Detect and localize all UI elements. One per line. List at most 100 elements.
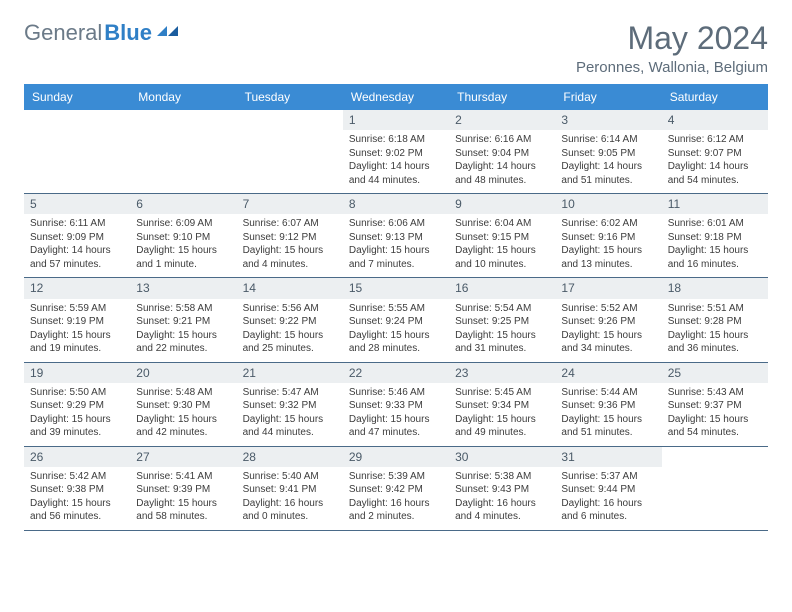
sunrise-text: Sunrise: 5:40 AM <box>243 470 337 484</box>
weekday-header-row: SundayMondayTuesdayWednesdayThursdayFrid… <box>24 84 768 110</box>
day-cell: 22Sunrise: 5:46 AMSunset: 9:33 PMDayligh… <box>343 363 449 446</box>
day-number: 11 <box>662 194 768 214</box>
daylight-text: Daylight: 15 hours and 16 minutes. <box>668 244 762 271</box>
day-cell: 16Sunrise: 5:54 AMSunset: 9:25 PMDayligh… <box>449 278 555 361</box>
day-cell: 19Sunrise: 5:50 AMSunset: 9:29 PMDayligh… <box>24 363 130 446</box>
daylight-text: Daylight: 14 hours and 54 minutes. <box>668 160 762 187</box>
sunset-text: Sunset: 9:37 PM <box>668 399 762 413</box>
day-number: 1 <box>343 110 449 130</box>
weekday-header: Friday <box>555 84 661 110</box>
sunrise-text: Sunrise: 5:46 AM <box>349 386 443 400</box>
sunset-text: Sunset: 9:34 PM <box>455 399 549 413</box>
daylight-text: Daylight: 15 hours and 58 minutes. <box>136 497 230 524</box>
day-cell: 3Sunrise: 6:14 AMSunset: 9:05 PMDaylight… <box>555 110 661 193</box>
daylight-text: Daylight: 15 hours and 39 minutes. <box>30 413 124 440</box>
day-number: 20 <box>130 363 236 383</box>
sunset-text: Sunset: 9:44 PM <box>561 483 655 497</box>
sunrise-text: Sunrise: 5:55 AM <box>349 302 443 316</box>
daylight-text: Daylight: 16 hours and 0 minutes. <box>243 497 337 524</box>
weekday-header: Thursday <box>449 84 555 110</box>
day-number: 13 <box>130 278 236 298</box>
sunrise-text: Sunrise: 5:39 AM <box>349 470 443 484</box>
daylight-text: Daylight: 14 hours and 48 minutes. <box>455 160 549 187</box>
sunrise-text: Sunrise: 5:59 AM <box>30 302 124 316</box>
sunset-text: Sunset: 9:09 PM <box>30 231 124 245</box>
sunset-text: Sunset: 9:32 PM <box>243 399 337 413</box>
day-number: 17 <box>555 278 661 298</box>
day-number: 23 <box>449 363 555 383</box>
sunset-text: Sunset: 9:13 PM <box>349 231 443 245</box>
day-number: 8 <box>343 194 449 214</box>
day-number: 7 <box>237 194 343 214</box>
sunrise-text: Sunrise: 6:09 AM <box>136 217 230 231</box>
daylight-text: Daylight: 15 hours and 51 minutes. <box>561 413 655 440</box>
sunrise-text: Sunrise: 5:45 AM <box>455 386 549 400</box>
sunset-text: Sunset: 9:24 PM <box>349 315 443 329</box>
day-cell: 31Sunrise: 5:37 AMSunset: 9:44 PMDayligh… <box>555 447 661 530</box>
sunset-text: Sunset: 9:10 PM <box>136 231 230 245</box>
daylight-text: Daylight: 15 hours and 31 minutes. <box>455 329 549 356</box>
day-cell: . <box>24 110 130 193</box>
day-cell: 13Sunrise: 5:58 AMSunset: 9:21 PMDayligh… <box>130 278 236 361</box>
sunrise-text: Sunrise: 6:18 AM <box>349 133 443 147</box>
page-title: May 2024 <box>576 20 768 57</box>
day-number: 6 <box>130 194 236 214</box>
day-cell: 24Sunrise: 5:44 AMSunset: 9:36 PMDayligh… <box>555 363 661 446</box>
day-number: 2 <box>449 110 555 130</box>
day-number: 4 <box>662 110 768 130</box>
day-number: 21 <box>237 363 343 383</box>
daylight-text: Daylight: 15 hours and 49 minutes. <box>455 413 549 440</box>
location-subtitle: Peronnes, Wallonia, Belgium <box>576 59 768 76</box>
day-number: 22 <box>343 363 449 383</box>
sunset-text: Sunset: 9:42 PM <box>349 483 443 497</box>
day-number: 15 <box>343 278 449 298</box>
sunrise-text: Sunrise: 5:38 AM <box>455 470 549 484</box>
day-cell: 8 Sunrise: 6:06 AMSunset: 9:13 PMDaylight… <box>343 194 449 277</box>
daylight-text: Daylight: 15 hours and 56 minutes. <box>30 497 124 524</box>
daylight-text: Daylight: 16 hours and 6 minutes. <box>561 497 655 524</box>
weekday-header: Tuesday <box>237 84 343 110</box>
day-cell: . <box>662 447 768 530</box>
sunset-text: Sunset: 9:12 PM <box>243 231 337 245</box>
sunrise-text: Sunrise: 5:47 AM <box>243 386 337 400</box>
day-cell: 26Sunrise: 5:42 AMSunset: 9:38 PMDayligh… <box>24 447 130 530</box>
day-cell: 17Sunrise: 5:52 AMSunset: 9:26 PMDayligh… <box>555 278 661 361</box>
daylight-text: Daylight: 15 hours and 19 minutes. <box>30 329 124 356</box>
weekday-header: Saturday <box>662 84 768 110</box>
day-cell: 15Sunrise: 5:55 AMSunset: 9:24 PMDayligh… <box>343 278 449 361</box>
day-number: 27 <box>130 447 236 467</box>
weeks-container: ...1Sunrise: 6:18 AMSunset: 9:02 PMDayli… <box>24 110 768 531</box>
day-number: 29 <box>343 447 449 467</box>
sunrise-text: Sunrise: 6:14 AM <box>561 133 655 147</box>
daylight-text: Daylight: 15 hours and 10 minutes. <box>455 244 549 271</box>
day-cell: 10Sunrise: 6:02 AMSunset: 9:16 PMDayligh… <box>555 194 661 277</box>
sunset-text: Sunset: 9:04 PM <box>455 147 549 161</box>
daylight-text: Daylight: 15 hours and 47 minutes. <box>349 413 443 440</box>
sunset-text: Sunset: 9:29 PM <box>30 399 124 413</box>
sunrise-text: Sunrise: 6:06 AM <box>349 217 443 231</box>
daylight-text: Daylight: 16 hours and 4 minutes. <box>455 497 549 524</box>
sunrise-text: Sunrise: 5:43 AM <box>668 386 762 400</box>
daylight-text: Daylight: 15 hours and 7 minutes. <box>349 244 443 271</box>
daylight-text: Daylight: 15 hours and 1 minute. <box>136 244 230 271</box>
sunrise-text: Sunrise: 6:16 AM <box>455 133 549 147</box>
day-cell: 30Sunrise: 5:38 AMSunset: 9:43 PMDayligh… <box>449 447 555 530</box>
day-cell: . <box>237 110 343 193</box>
day-number: 14 <box>237 278 343 298</box>
day-cell: 6 Sunrise: 6:09 AMSunset: 9:10 PMDaylight… <box>130 194 236 277</box>
daylight-text: Daylight: 14 hours and 51 minutes. <box>561 160 655 187</box>
day-cell: 1Sunrise: 6:18 AMSunset: 9:02 PMDaylight… <box>343 110 449 193</box>
day-cell: 5Sunrise: 6:11 AMSunset: 9:09 PMDaylight… <box>24 194 130 277</box>
sunset-text: Sunset: 9:30 PM <box>136 399 230 413</box>
day-cell: 11Sunrise: 6:01 AMSunset: 9:18 PMDayligh… <box>662 194 768 277</box>
sunrise-text: Sunrise: 6:04 AM <box>455 217 549 231</box>
sunset-text: Sunset: 9:22 PM <box>243 315 337 329</box>
sunrise-text: Sunrise: 5:51 AM <box>668 302 762 316</box>
sunrise-text: Sunrise: 6:11 AM <box>30 217 124 231</box>
weekday-header: Wednesday <box>343 84 449 110</box>
day-number: 9 <box>449 194 555 214</box>
sunrise-text: Sunrise: 6:01 AM <box>668 217 762 231</box>
sunset-text: Sunset: 9:02 PM <box>349 147 443 161</box>
sunrise-text: Sunrise: 5:58 AM <box>136 302 230 316</box>
daylight-text: Daylight: 15 hours and 13 minutes. <box>561 244 655 271</box>
